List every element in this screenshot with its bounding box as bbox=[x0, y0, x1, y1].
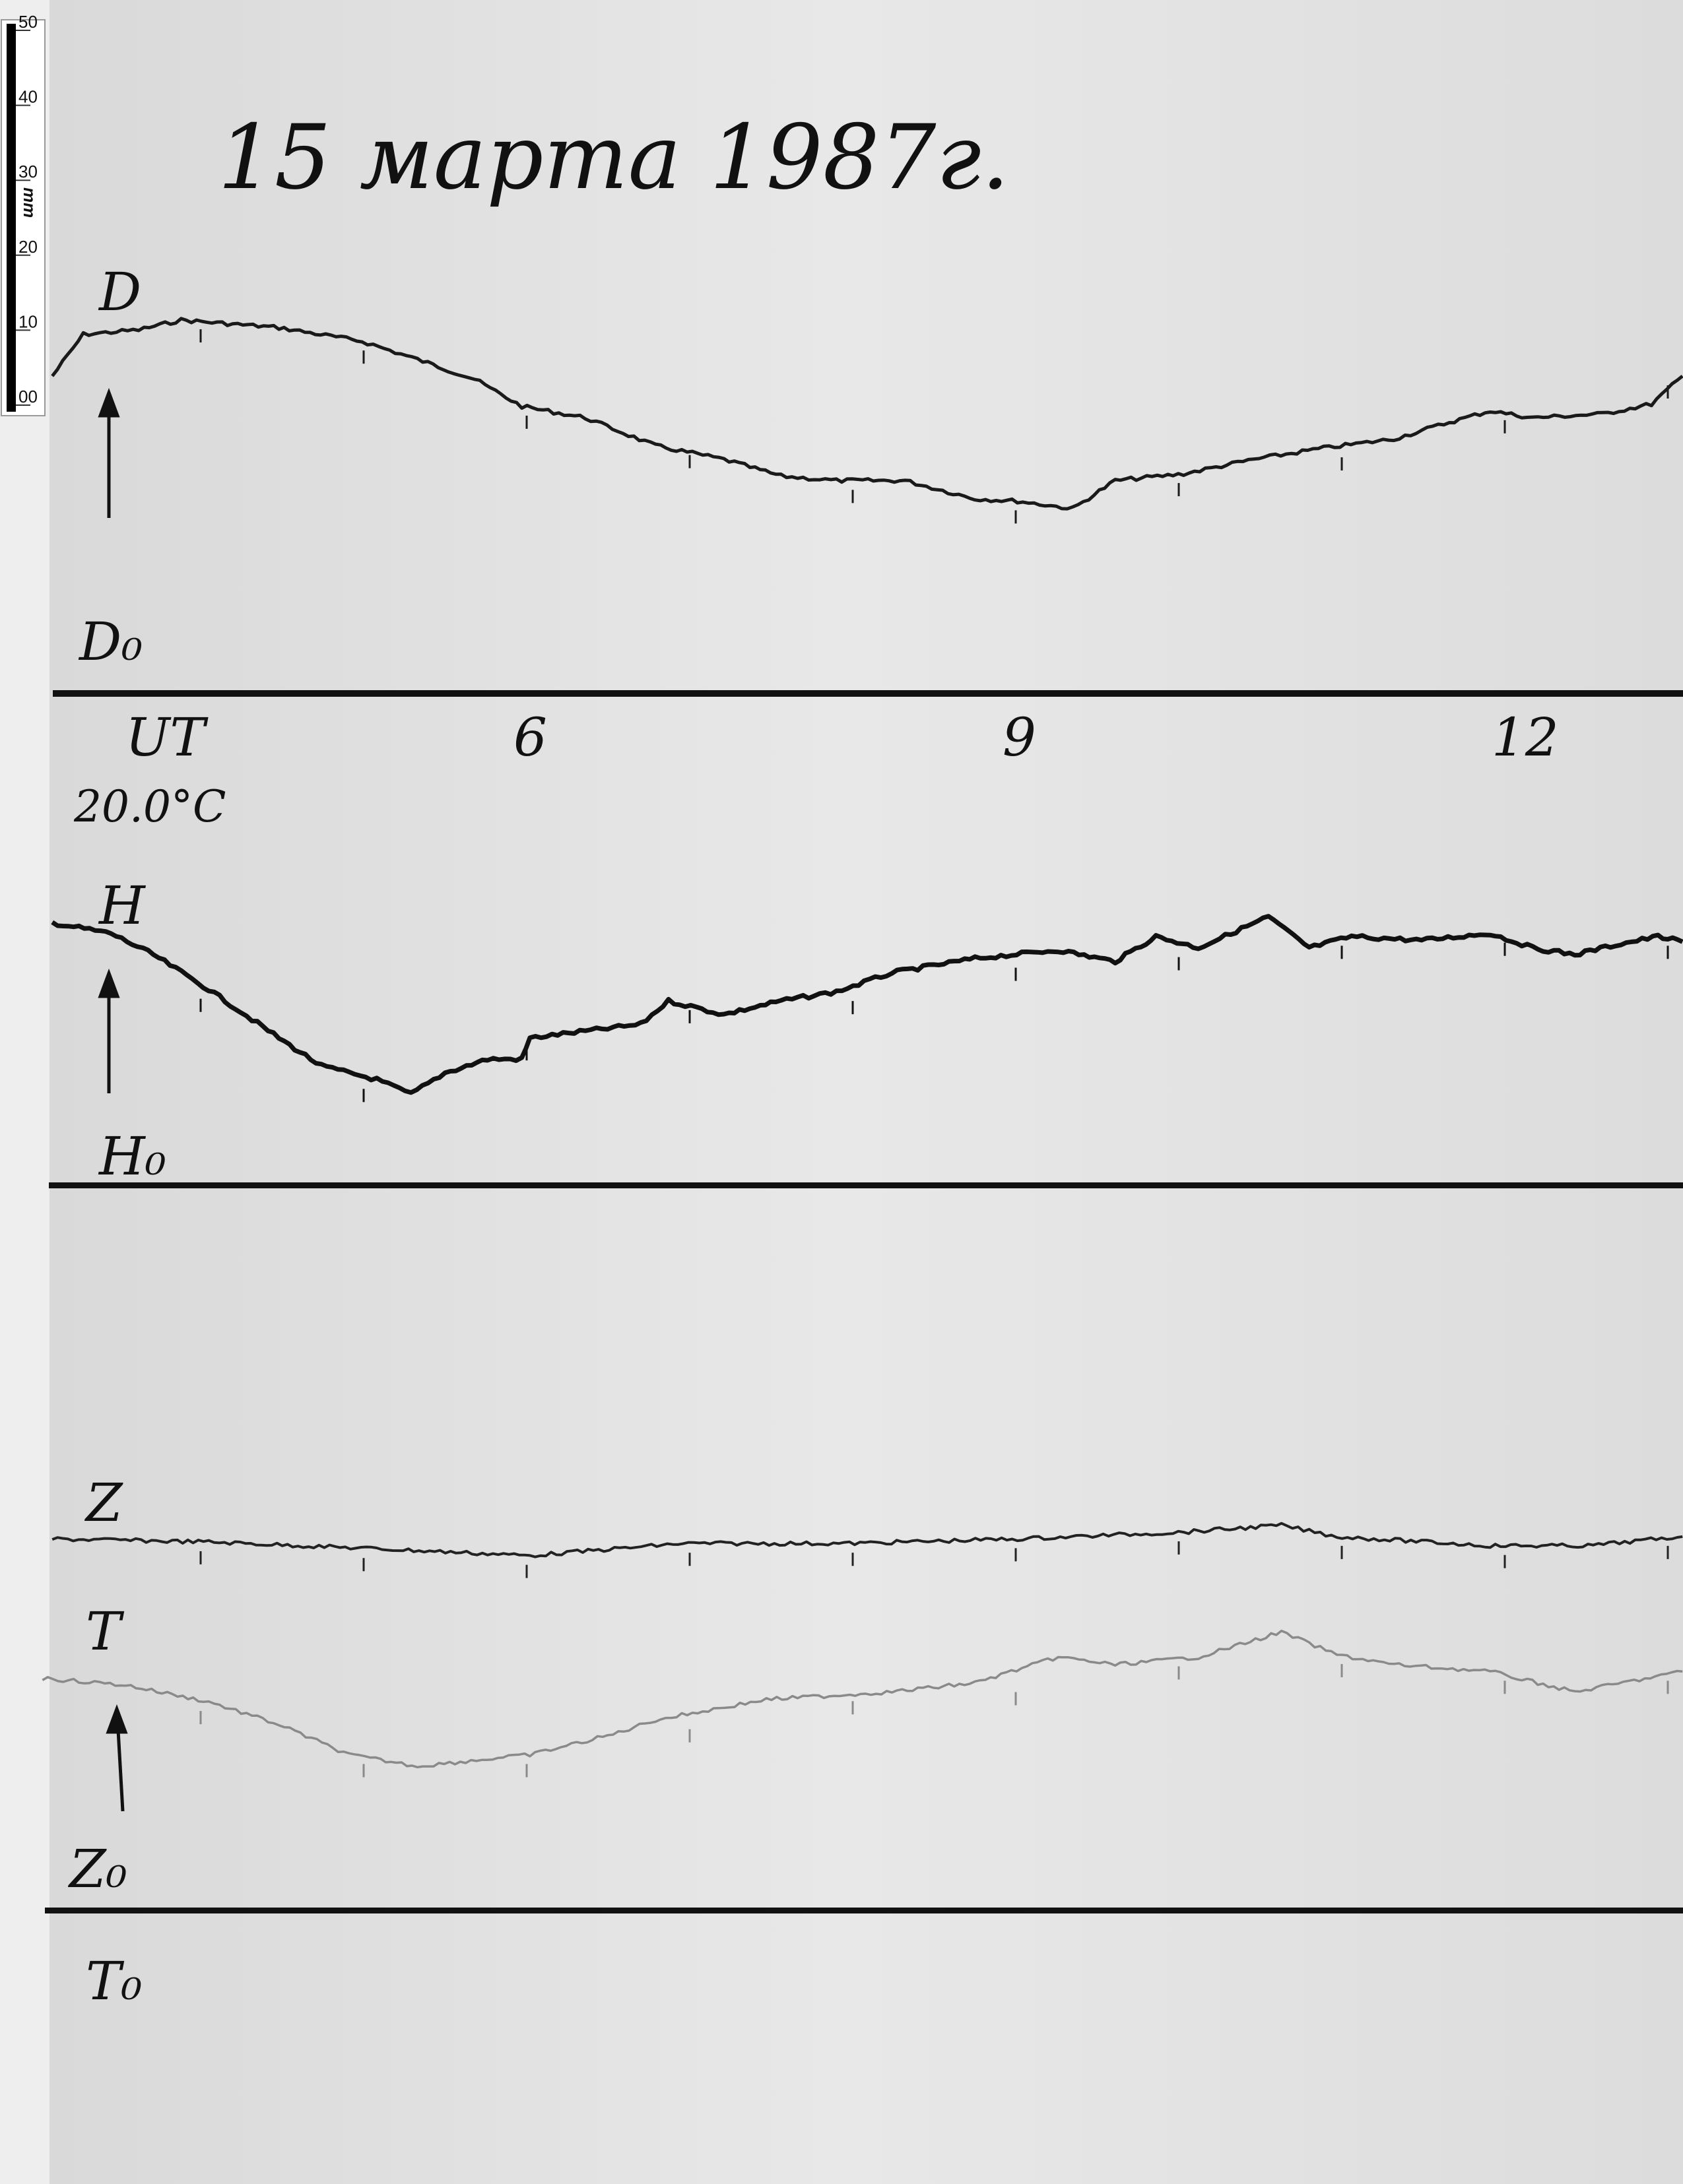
trace-h bbox=[51, 914, 1683, 1095]
label-temperature: 20.0°C bbox=[73, 781, 226, 832]
label-t0: T₀ bbox=[86, 1950, 142, 2012]
baseline-z bbox=[45, 1908, 1683, 1913]
x-tick-label: 12 bbox=[1492, 707, 1559, 768]
label-d: D bbox=[98, 261, 141, 323]
scale-bar: 00 10 20 30 40 50 mm bbox=[1, 12, 46, 416]
x-tick-label: 9 bbox=[1003, 707, 1036, 768]
label-t: T bbox=[86, 1601, 125, 1662]
baseline-d bbox=[53, 690, 1683, 697]
chart-title: 15 марта 1987г. bbox=[218, 106, 1010, 209]
label-z: Z bbox=[84, 1472, 123, 1533]
scale-tick-label: 50 bbox=[18, 12, 38, 32]
arrow-up-icon bbox=[106, 1704, 128, 1812]
scale-tick-label: 00 bbox=[18, 387, 38, 406]
label-ut: UT bbox=[125, 707, 209, 768]
label-d0: D₀ bbox=[78, 611, 143, 672]
trace-t bbox=[42, 1629, 1683, 1769]
arrow-up-icon bbox=[98, 387, 120, 518]
scale-tick-label: 20 bbox=[18, 237, 38, 257]
scale-tick-label: 30 bbox=[18, 162, 38, 181]
arrow-up-icon bbox=[98, 968, 120, 1093]
x-tick-label: 6 bbox=[513, 707, 547, 768]
arrows bbox=[98, 387, 128, 1812]
label-z0: Z₀ bbox=[67, 1838, 127, 1900]
scale-tick-label: 40 bbox=[18, 87, 38, 107]
label-h0: H₀ bbox=[98, 1126, 166, 1187]
scale-tick-label: 10 bbox=[18, 311, 38, 331]
scale-unit: mm bbox=[20, 187, 40, 218]
baseline-h bbox=[49, 1182, 1683, 1188]
trace-z bbox=[51, 1522, 1683, 1558]
label-h: H bbox=[98, 875, 147, 936]
trace-d bbox=[51, 317, 1683, 511]
